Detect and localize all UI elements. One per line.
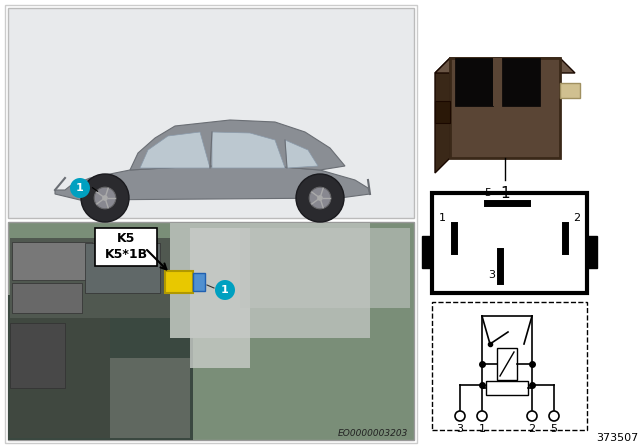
- Bar: [10, 323, 65, 388]
- Circle shape: [477, 411, 487, 421]
- Circle shape: [81, 174, 129, 222]
- Text: 2: 2: [573, 213, 580, 223]
- Text: K5*1B: K5*1B: [104, 247, 148, 260]
- Bar: [8, 222, 414, 440]
- Bar: [435, 101, 450, 123]
- Bar: [85, 243, 160, 293]
- Polygon shape: [212, 132, 285, 168]
- Bar: [165, 271, 193, 293]
- Bar: [502, 58, 540, 106]
- Polygon shape: [285, 140, 318, 168]
- Polygon shape: [140, 132, 210, 168]
- Bar: [422, 236, 432, 268]
- Circle shape: [549, 411, 559, 421]
- Bar: [8, 8, 414, 218]
- Text: 5: 5: [484, 188, 491, 198]
- Text: K5: K5: [117, 232, 135, 245]
- Bar: [8, 295, 193, 440]
- Polygon shape: [130, 120, 345, 170]
- Text: 1: 1: [76, 183, 84, 193]
- Bar: [432, 302, 587, 430]
- Text: 1: 1: [438, 213, 445, 223]
- Bar: [497, 348, 517, 380]
- Circle shape: [455, 411, 465, 421]
- Polygon shape: [55, 166, 370, 200]
- Bar: [190, 228, 250, 368]
- Circle shape: [309, 187, 331, 209]
- Polygon shape: [435, 58, 575, 73]
- Text: 3: 3: [488, 270, 495, 280]
- Bar: [170, 223, 370, 338]
- Text: EO0000003203: EO0000003203: [338, 429, 408, 438]
- Bar: [5, 5, 417, 443]
- Circle shape: [70, 178, 90, 198]
- Bar: [110, 358, 190, 438]
- Bar: [493, 58, 502, 106]
- Bar: [12, 242, 92, 280]
- Bar: [12, 283, 82, 313]
- Bar: [455, 58, 493, 106]
- Bar: [95, 228, 157, 266]
- Polygon shape: [560, 83, 580, 98]
- Polygon shape: [435, 58, 450, 173]
- Bar: [240, 228, 410, 308]
- Bar: [486, 381, 528, 395]
- Bar: [10, 238, 170, 318]
- Circle shape: [94, 187, 116, 209]
- Text: 3: 3: [456, 424, 463, 434]
- Bar: [587, 236, 597, 268]
- Circle shape: [317, 195, 323, 201]
- Bar: [10, 318, 110, 438]
- Bar: [193, 273, 205, 291]
- Bar: [450, 58, 560, 158]
- Text: 1: 1: [221, 285, 229, 295]
- Bar: [432, 193, 587, 293]
- Circle shape: [527, 411, 537, 421]
- Circle shape: [102, 195, 108, 201]
- Text: 1: 1: [479, 424, 486, 434]
- Text: 1: 1: [500, 186, 510, 201]
- Text: 373507: 373507: [596, 433, 638, 443]
- Text: 2: 2: [529, 424, 536, 434]
- Circle shape: [215, 280, 235, 300]
- Circle shape: [296, 174, 344, 222]
- Text: 5: 5: [550, 424, 557, 434]
